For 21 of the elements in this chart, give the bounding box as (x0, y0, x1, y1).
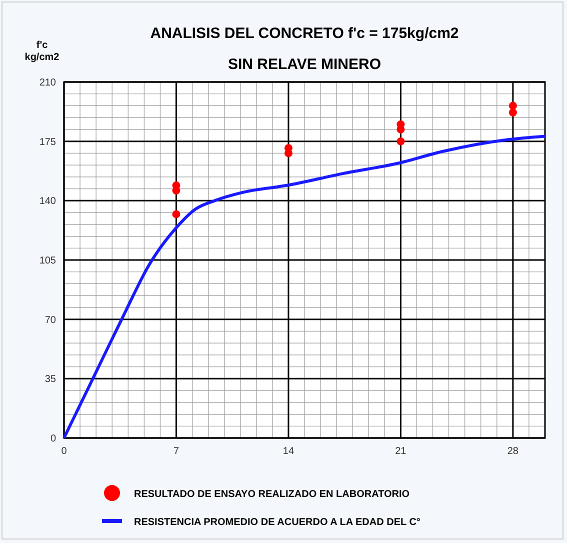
legend-label: RESISTENCIA PROMEDIO DE ACUERDO A LA EDAD DEL C° (134, 517, 420, 528)
point (508, 108, 517, 117)
x-tick-label: 7 (173, 446, 180, 457)
x-tick-label: 14 (282, 446, 294, 457)
y-tick-label: 210 (39, 78, 56, 88)
x-tick-label: 28 (507, 446, 519, 457)
point (172, 210, 180, 218)
point (508, 102, 517, 110)
chart-subtitle: SIN RELAVE MINERO (228, 56, 382, 73)
y-axis-title: f'c kg/cm2 (24, 40, 60, 63)
y-tick-label: 140 (39, 196, 56, 208)
x-tick-label: 0 (61, 446, 68, 457)
chart-title: ANALISIS DEL CONCRETO f'c = 175kg/cm2 (150, 25, 459, 42)
point (396, 137, 405, 146)
y-tick-label: 35 (44, 374, 56, 386)
y-tick-label: 175 (39, 136, 56, 148)
y-tick-label: 0 (50, 434, 56, 444)
y-tick-label: 105 (39, 256, 56, 266)
y-tick-label: 70 (44, 314, 56, 326)
legend-label: RESULTADO DE ENSAYO REALIZADO EN LABORATORIO (134, 489, 410, 500)
x-tick-label: 21 (395, 446, 407, 457)
